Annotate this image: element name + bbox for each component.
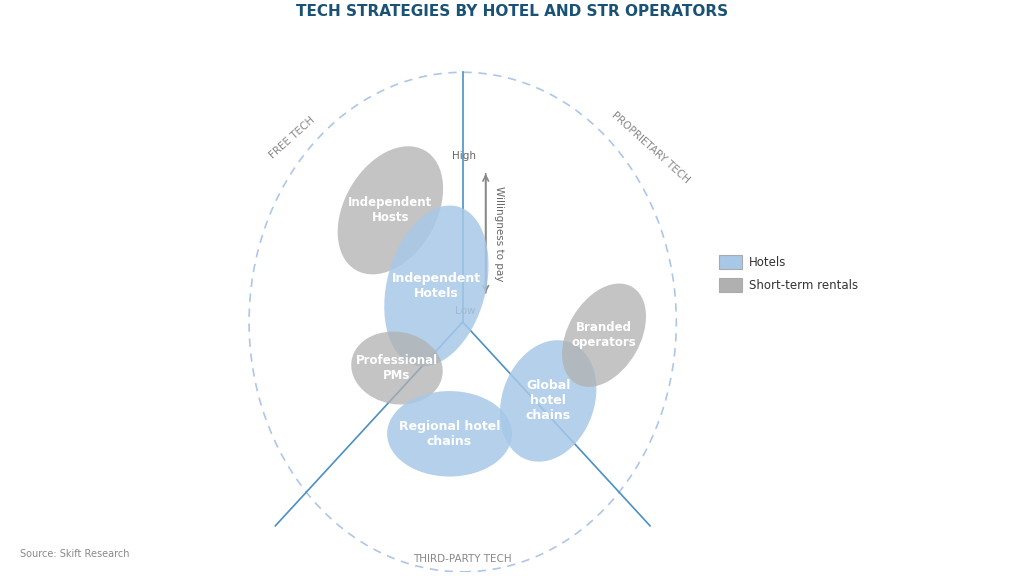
Text: PROPRIETARY TECH: PROPRIETARY TECH — [609, 111, 691, 185]
Ellipse shape — [338, 146, 443, 274]
Text: Hotels: Hotels — [749, 256, 786, 269]
Text: Source: Skift Research: Source: Skift Research — [20, 549, 130, 559]
Text: Willingness to pay: Willingness to pay — [494, 185, 504, 281]
Text: Regional hotel
chains: Regional hotel chains — [399, 420, 501, 448]
Text: Global
hotel
chains: Global hotel chains — [525, 380, 570, 422]
Text: Professional
PMs: Professional PMs — [356, 354, 438, 382]
Title: TECH STRATEGIES BY HOTEL AND STR OPERATORS: TECH STRATEGIES BY HOTEL AND STR OPERATO… — [296, 4, 728, 19]
Ellipse shape — [384, 206, 488, 366]
Text: Low: Low — [456, 306, 476, 316]
Ellipse shape — [351, 332, 442, 404]
Text: Independent
Hosts: Independent Hosts — [348, 196, 432, 224]
FancyBboxPatch shape — [719, 278, 742, 293]
Ellipse shape — [387, 391, 512, 476]
Text: High: High — [452, 151, 476, 161]
Text: THIRD-PARTY TECH: THIRD-PARTY TECH — [414, 554, 512, 564]
Text: Short-term rentals: Short-term rentals — [749, 279, 858, 291]
Ellipse shape — [500, 340, 596, 462]
Text: Branded
operators: Branded operators — [571, 321, 636, 349]
Ellipse shape — [562, 283, 646, 387]
Text: FREE TECH: FREE TECH — [267, 115, 316, 161]
FancyBboxPatch shape — [719, 255, 742, 270]
Text: Independent
Hotels: Independent Hotels — [392, 272, 481, 300]
